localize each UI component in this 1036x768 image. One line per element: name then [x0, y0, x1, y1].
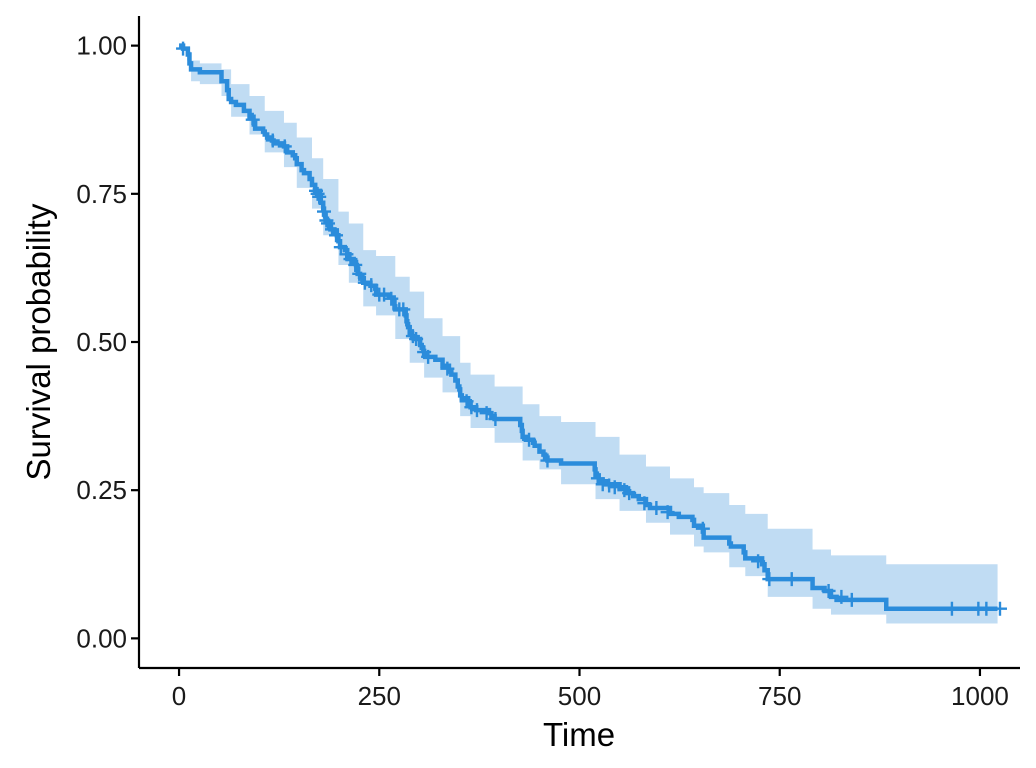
censor-mark [834, 589, 849, 604]
censor-mark [309, 183, 324, 198]
survival-curve [179, 43, 998, 611]
censor-mark [479, 406, 494, 421]
censor-mark [409, 332, 424, 347]
censor-mark [352, 266, 367, 281]
censor-mark [310, 186, 325, 201]
censor-mark [176, 41, 191, 56]
censor-mark [348, 257, 363, 272]
censor-mark [329, 228, 344, 243]
censor-mark [979, 601, 994, 616]
censor-mark [540, 453, 555, 468]
censor-mark [357, 275, 372, 290]
censor-mark [488, 412, 503, 427]
x-tick-label: 1000 [951, 681, 1009, 711]
censor-mark [312, 189, 327, 204]
x-axis-title: Time [543, 716, 615, 753]
censor-mark [440, 361, 455, 376]
censor-mark [317, 204, 332, 219]
censor-mark [695, 521, 710, 536]
censor-mark [469, 403, 484, 418]
y-axis-ticks: 0.00 0.25 0.50 0.75 1.00 [76, 31, 139, 653]
y-tick-label: 0.00 [76, 623, 127, 653]
censor-mark [944, 601, 959, 616]
censor-mark [245, 112, 260, 127]
y-tick-label: 0.50 [76, 327, 127, 357]
y-tick-label: 1.00 [76, 31, 127, 61]
censor-mark [762, 572, 777, 587]
x-tick-label: 750 [758, 681, 801, 711]
plot-area [176, 41, 1007, 624]
censor-mark [384, 291, 399, 306]
censor-mark [377, 287, 392, 302]
censor-mark [364, 278, 379, 293]
censor-mark [844, 592, 859, 607]
y-tick-label: 0.25 [76, 475, 127, 505]
censor-mark [522, 432, 537, 447]
censor-mark [784, 572, 799, 587]
censor-mark [751, 554, 766, 569]
censor-mark [637, 496, 652, 511]
censor-mark [396, 302, 411, 317]
censor-mark [277, 139, 292, 154]
censor-mark [649, 500, 664, 515]
censor-mark [265, 133, 280, 148]
censor-mark [660, 505, 675, 520]
censor-mark [821, 583, 836, 598]
censor-mark [319, 213, 334, 228]
censor-mark [405, 329, 420, 344]
censor-mark [333, 240, 348, 255]
censor-mark [421, 349, 436, 364]
censor-mark [622, 486, 637, 501]
censor-mark [992, 601, 1007, 616]
y-tick-label: 0.75 [76, 179, 127, 209]
confidence-interval-band [179, 45, 998, 624]
censor-mark [607, 480, 622, 495]
censor-marks [176, 41, 1007, 616]
x-axis-ticks: 0 250 500 750 1000 [172, 668, 1009, 711]
x-tick-label: 250 [358, 681, 401, 711]
x-tick-label: 500 [558, 681, 601, 711]
x-tick-label: 0 [172, 681, 186, 711]
y-axis-title: Survival probability [20, 203, 57, 480]
